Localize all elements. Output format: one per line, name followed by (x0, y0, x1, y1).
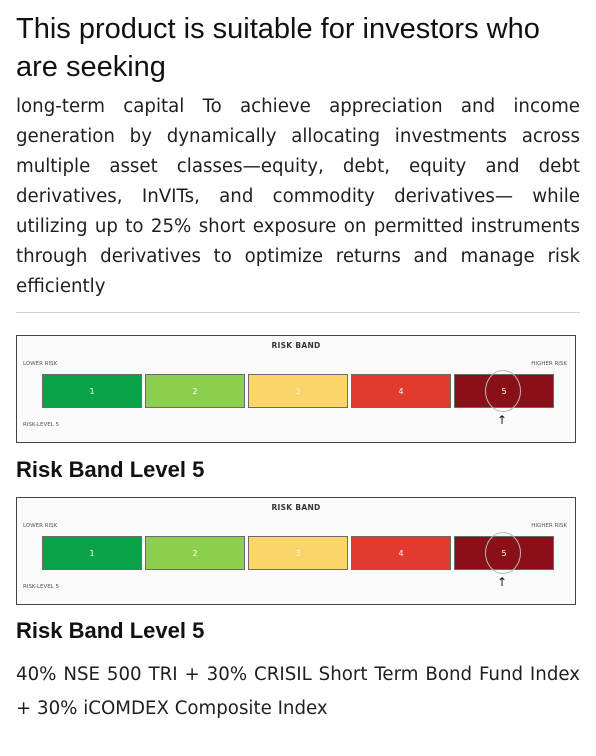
risk-segment-4: 4 (351, 374, 451, 408)
risk-segment-3: 3 (248, 536, 348, 570)
page-heading: This product is suitable for investors w… (16, 13, 540, 83)
selected-level-circle (485, 370, 521, 412)
selected-level-circle (485, 532, 521, 574)
risk-band-image: RISK BAND LOWER RISK HIGHER RISK 1 2 3 4… (16, 497, 576, 605)
risk-band-caption: Risk Band Level 5 (16, 618, 205, 643)
risk-level-label: RISK-LEVEL 5 (23, 584, 60, 590)
higher-risk-label: HIGHER RISK (531, 523, 567, 529)
risk-level-label: RISK-LEVEL 5 (23, 422, 60, 428)
product-description: long-term capital To achieve appreciatio… (16, 96, 580, 297)
arrow-up-icon: ↑ (497, 575, 508, 589)
lower-risk-label: LOWER RISK (23, 523, 58, 529)
risk-segment-1: 1 (42, 536, 142, 570)
risk-band-image: RISK BAND LOWER RISK HIGHER RISK 1 2 3 4… (16, 335, 576, 443)
divider (16, 312, 580, 313)
arrow-up-icon: ↑ (497, 413, 508, 427)
risk-segment-1: 1 (42, 374, 142, 408)
higher-risk-label: HIGHER RISK (531, 361, 567, 367)
risk-band-caption: Risk Band Level 5 (16, 457, 205, 482)
risk-band-title: RISK BAND (271, 503, 321, 512)
risk-band-title: RISK BAND (271, 341, 321, 350)
lower-risk-label: LOWER RISK (23, 361, 58, 367)
risk-segment-4: 4 (351, 536, 451, 570)
risk-segment-2: 2 (145, 536, 245, 570)
risk-segment-2: 2 (145, 374, 245, 408)
risk-segment-3: 3 (248, 374, 348, 408)
benchmark-text: 40% NSE 500 TRI + 30% CRISIL Short Term … (16, 664, 580, 719)
